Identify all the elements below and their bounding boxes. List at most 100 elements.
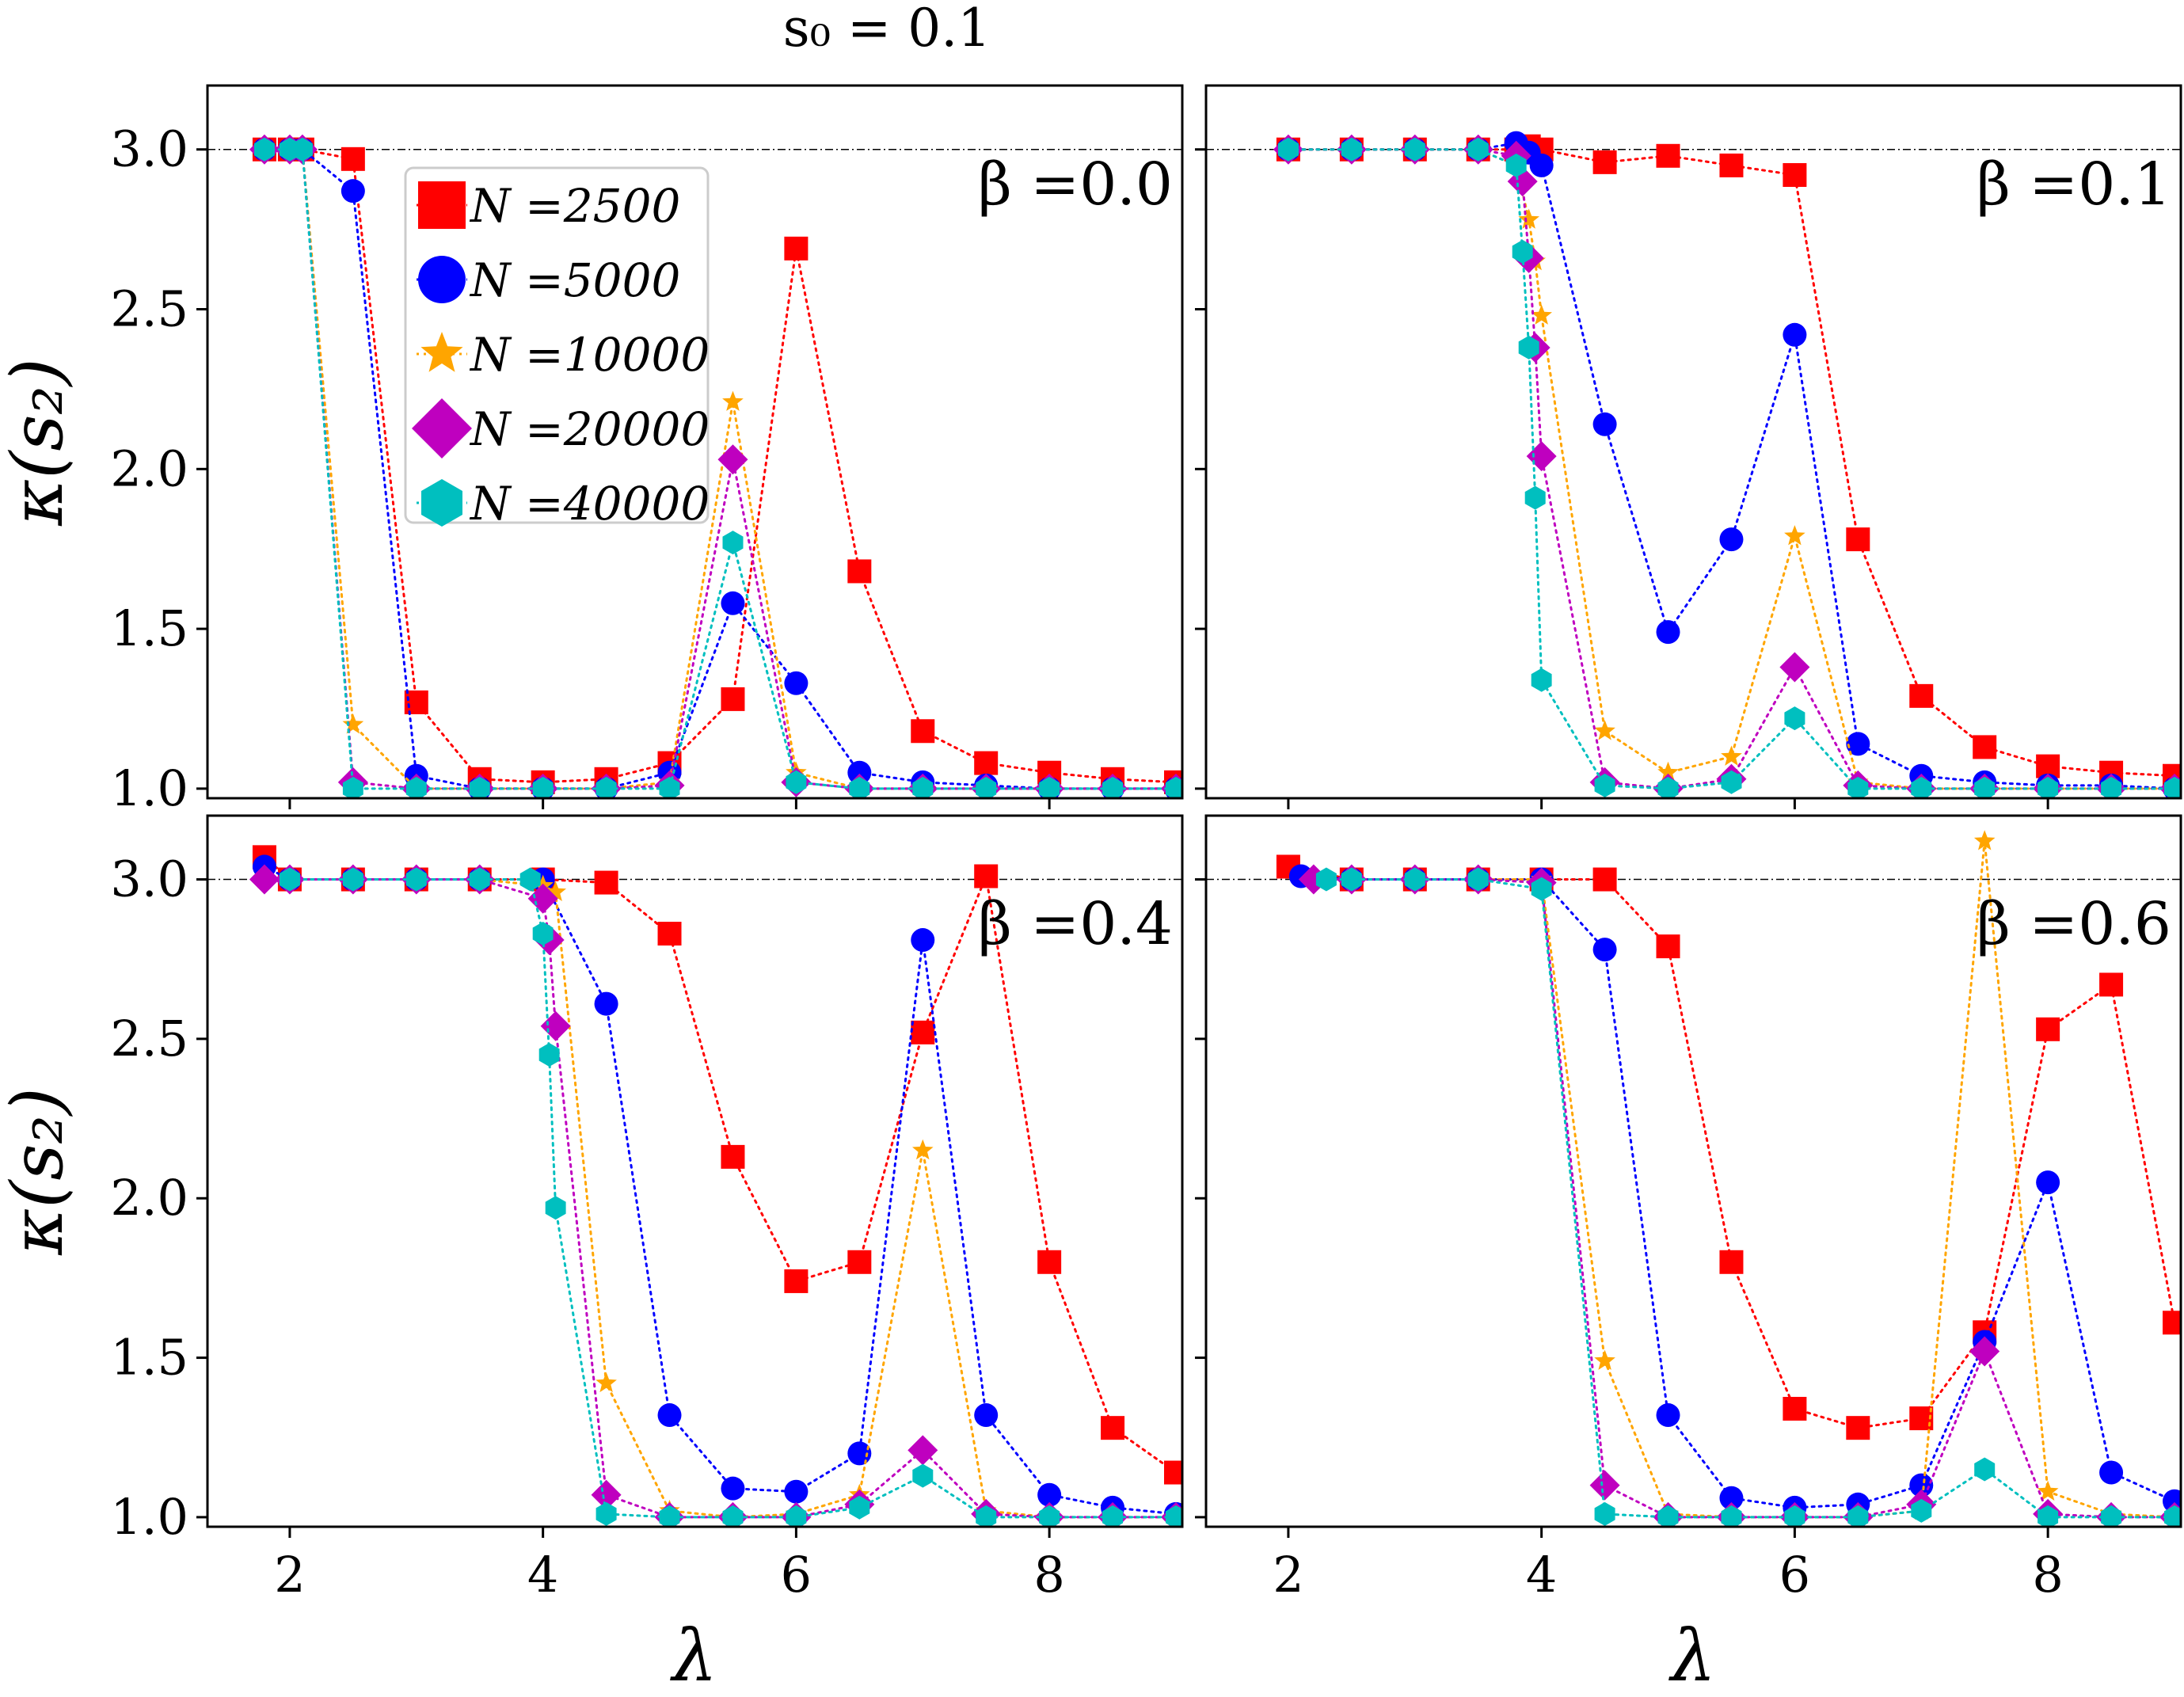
x-axis-label: λ bbox=[1668, 1615, 1716, 1697]
data-point bbox=[912, 1139, 934, 1160]
series-N40000 bbox=[1315, 867, 2181, 1527]
series-line bbox=[1287, 142, 2176, 790]
legend-item: N =5000 bbox=[417, 253, 680, 307]
series-N5000 bbox=[1288, 864, 2181, 1520]
data-point bbox=[911, 928, 935, 953]
data-point bbox=[717, 444, 748, 475]
data-point bbox=[538, 1043, 560, 1067]
data-point bbox=[594, 991, 618, 1016]
legend-item: N =20000 bbox=[412, 398, 710, 458]
y-tick-label: 2.0 bbox=[110, 439, 188, 497]
data-point bbox=[659, 776, 680, 798]
data-point bbox=[1657, 761, 1679, 782]
data-point bbox=[1656, 1403, 1680, 1428]
data-point bbox=[1656, 143, 1680, 168]
data-point bbox=[1166, 776, 1182, 798]
data-point bbox=[1512, 239, 1533, 264]
data-point bbox=[1037, 1482, 1062, 1507]
series-line bbox=[263, 865, 1178, 1516]
data-point bbox=[721, 1144, 745, 1169]
data-point bbox=[1039, 1505, 1060, 1527]
data-point bbox=[341, 179, 365, 204]
series-N5000 bbox=[252, 137, 1182, 798]
data-point bbox=[722, 531, 744, 555]
x-tick-label: 8 bbox=[1033, 1546, 1064, 1604]
data-point bbox=[405, 867, 427, 892]
data-point bbox=[1592, 150, 1617, 174]
figure-title: s₀ = 0.1 bbox=[783, 0, 991, 59]
panel-label: β =0.4 bbox=[978, 890, 1173, 958]
series-N40000 bbox=[279, 867, 1182, 1527]
data-point bbox=[1973, 830, 1996, 850]
y-tick-label: 2.0 bbox=[110, 1169, 188, 1227]
legend-marker bbox=[421, 479, 462, 527]
data-point bbox=[1973, 735, 1997, 759]
data-point bbox=[1594, 1349, 1615, 1370]
data-point bbox=[784, 1269, 809, 1293]
axes-frame bbox=[206, 814, 1184, 1528]
legend-label: N =2500 bbox=[469, 179, 680, 233]
panel-label: β =0.1 bbox=[1977, 150, 2171, 219]
series-line bbox=[1325, 878, 2176, 1519]
plot-area bbox=[249, 134, 1182, 798]
data-point bbox=[1846, 732, 1870, 756]
data-point bbox=[1529, 153, 1554, 177]
data-point bbox=[2101, 776, 2122, 798]
legend-label: N =20000 bbox=[469, 402, 710, 456]
plot-area bbox=[249, 845, 1182, 1527]
x-tick-label: 4 bbox=[1526, 1546, 1557, 1604]
data-point bbox=[1721, 1505, 1742, 1527]
data-point bbox=[532, 776, 554, 798]
data-point bbox=[1974, 776, 1996, 798]
data-point bbox=[595, 1501, 617, 1526]
data-point bbox=[1846, 527, 1870, 552]
data-point bbox=[1657, 776, 1679, 798]
series-line bbox=[1287, 148, 2176, 790]
data-point bbox=[1166, 1505, 1182, 1527]
data-point bbox=[1164, 1460, 1182, 1485]
data-point bbox=[2038, 1505, 2059, 1527]
data-point bbox=[1909, 1473, 1934, 1497]
data-point bbox=[1719, 1250, 1744, 1274]
series-N20000 bbox=[1273, 134, 2181, 798]
data-point bbox=[2164, 776, 2181, 798]
data-point bbox=[1102, 1505, 1124, 1527]
legend-item: N =40000 bbox=[417, 477, 710, 531]
data-point bbox=[1719, 527, 1744, 552]
data-point bbox=[2163, 1311, 2181, 1335]
legend-marker bbox=[420, 332, 463, 372]
legend-marker bbox=[412, 398, 472, 458]
x-tick-label: 4 bbox=[527, 1546, 558, 1604]
data-point bbox=[1784, 1505, 1805, 1527]
series-N20000 bbox=[249, 134, 1182, 798]
series-N20000 bbox=[249, 864, 1182, 1527]
data-point bbox=[1721, 770, 1742, 794]
data-point bbox=[721, 687, 745, 711]
data-point bbox=[849, 1495, 870, 1520]
data-point bbox=[1518, 208, 1539, 229]
data-point bbox=[1594, 773, 1615, 797]
data-point bbox=[784, 236, 809, 261]
data-point bbox=[1911, 1498, 1932, 1523]
data-point bbox=[1531, 668, 1552, 692]
panel-1: 1.0 1.5 2.0 2.5 3.0 κ(s₂) β =0.0 N =2500 N =5000… bbox=[0, 84, 1184, 817]
legend-marker bbox=[418, 256, 466, 303]
data-point bbox=[2099, 972, 2124, 997]
series-N2500 bbox=[252, 137, 1182, 794]
data-point bbox=[2101, 1505, 2122, 1527]
data-point bbox=[1784, 706, 1805, 731]
x-tick-label: 8 bbox=[2032, 1546, 2063, 1604]
data-point bbox=[1531, 304, 1552, 325]
x-axis-label: λ bbox=[670, 1615, 717, 1697]
data-point bbox=[974, 751, 999, 775]
data-point bbox=[527, 883, 558, 914]
data-point bbox=[1341, 137, 1362, 162]
data-point bbox=[722, 1505, 744, 1527]
data-point bbox=[595, 1372, 617, 1393]
y-tick-label: 1.0 bbox=[110, 1488, 188, 1546]
legend-item: N =10000 bbox=[417, 328, 710, 382]
data-point bbox=[1911, 776, 1932, 798]
data-point bbox=[657, 921, 682, 946]
data-point bbox=[784, 671, 809, 695]
data-point bbox=[974, 1403, 999, 1428]
